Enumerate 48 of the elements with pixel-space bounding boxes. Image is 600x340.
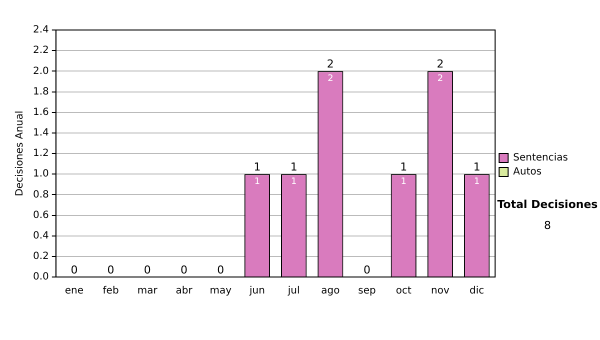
y-tick-label: 2.0 (32, 66, 49, 77)
x-tick-label: ago (321, 286, 340, 297)
total-label: 1 (290, 160, 298, 174)
total-label: 0 (144, 263, 151, 276)
y-tick-label: 2.2 (32, 45, 49, 56)
x-tick-label: mar (137, 286, 158, 297)
data-label: 1 (400, 176, 406, 187)
data-label: 1 (290, 176, 297, 187)
total-label: 0 (217, 263, 224, 276)
x-tick-label: abr (176, 286, 194, 297)
x-tick-label: feb (102, 286, 119, 297)
text: 8 (543, 219, 552, 232)
total-label: 1 (400, 160, 408, 174)
legend-label: Sentencias (513, 152, 568, 164)
x-tick-label: ene (64, 286, 84, 297)
y-tick-label: 0.2 (32, 251, 49, 262)
legend-label: Autos (513, 166, 542, 178)
x-tick-label: oct (396, 286, 412, 297)
y-tick-label: 1.6 (32, 106, 49, 118)
y-tick-label: 1.2 (32, 148, 49, 160)
y-tick-label: 0.8 (32, 189, 49, 200)
x-tick-label: jun (248, 286, 265, 297)
y-tick-label: 1.8 (32, 86, 49, 98)
y-tick-label: 0.4 (32, 230, 49, 242)
y-tick-label: 1.0 (32, 168, 49, 180)
y-axis-title: Decisiones Anual (14, 110, 26, 196)
y-tick-label: 0.6 (32, 210, 49, 221)
data-label: 1 (474, 176, 480, 187)
total-label: 1 (473, 160, 480, 174)
total-label: 0 (364, 263, 371, 276)
x-tick-label: sep (358, 286, 376, 297)
total-label: 2 (436, 58, 444, 71)
y-tick-label: 0.0 (32, 272, 49, 283)
y-tick-label: 2.4 (32, 24, 49, 36)
data-label: 2 (328, 74, 334, 84)
y-tick-label: 1.4 (32, 128, 49, 139)
total-label: 0 (180, 263, 188, 276)
data-label: 1 (254, 176, 260, 187)
total-label: 2 (326, 58, 334, 71)
total-label: 0 (107, 263, 114, 276)
text: Total Decisiones (496, 198, 599, 211)
x-tick-label: nov (431, 286, 450, 297)
x-tick-label: jul (286, 286, 300, 297)
x-tick-label: dic (470, 286, 484, 297)
total-label: 1 (254, 160, 261, 174)
data-label: 2 (437, 74, 444, 84)
x-tick-label: may (210, 286, 232, 297)
total-label: 0 (70, 263, 78, 276)
